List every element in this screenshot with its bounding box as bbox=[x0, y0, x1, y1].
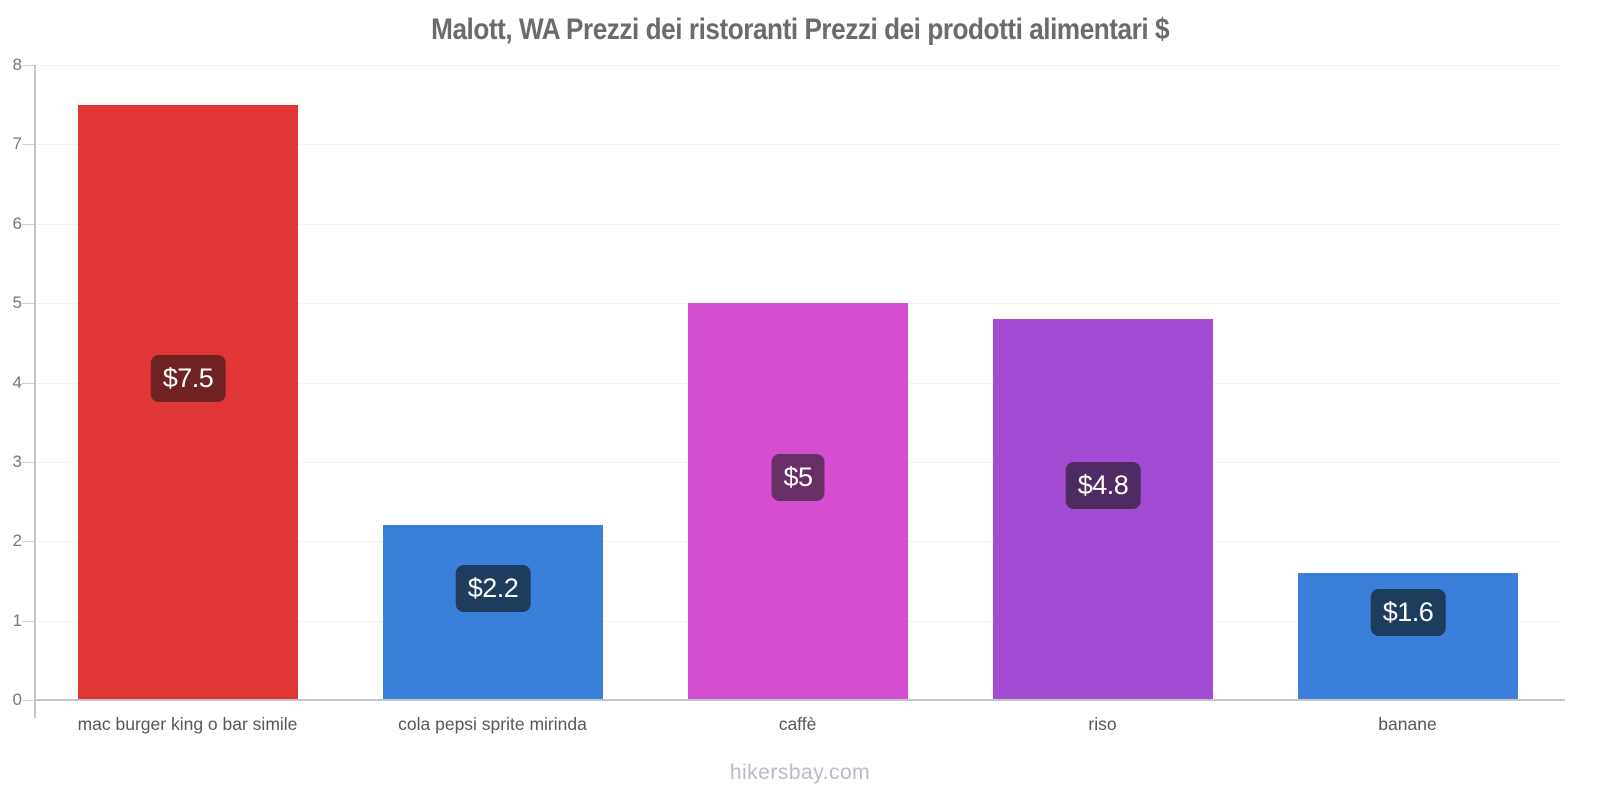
y-tick-mark bbox=[22, 621, 34, 622]
watermark-hikersbay: hikersbay.com bbox=[729, 761, 871, 784]
bar-value-label: $5 bbox=[771, 454, 825, 502]
y-tick-label: 1 bbox=[12, 610, 22, 630]
y-tick-mark bbox=[22, 144, 34, 145]
bar: $7.5 bbox=[78, 104, 298, 699]
bar: $1.6 bbox=[1298, 573, 1518, 699]
x-axis-category-label: cola pepsi sprite mirinda bbox=[398, 714, 587, 734]
gridline bbox=[36, 144, 1561, 145]
y-tick-label: 3 bbox=[12, 451, 22, 471]
y-tick-mark bbox=[22, 700, 34, 701]
y-tick-label: 5 bbox=[12, 293, 22, 313]
bar-value-label: $4.8 bbox=[1065, 462, 1141, 509]
bar: $5 bbox=[688, 303, 908, 699]
gridline bbox=[36, 65, 1561, 66]
x-axis-category-label: mac burger king o bar simile bbox=[77, 714, 298, 734]
chart-title: Malott, WA Prezzi dei ristoranti Prezzi … bbox=[0, 13, 1600, 47]
y-tick-label: 0 bbox=[12, 690, 22, 709]
y-tick-mark bbox=[22, 65, 34, 66]
x-axis-line bbox=[34, 699, 1565, 701]
y-tick-mark bbox=[22, 541, 34, 542]
y-tick-mark bbox=[22, 224, 34, 225]
y-tick-mark bbox=[22, 462, 34, 463]
bar-value-label: $2.2 bbox=[455, 565, 531, 613]
bar: $4.8 bbox=[993, 319, 1213, 699]
y-tick-label: 8 bbox=[12, 55, 22, 74]
x-axis-category-label: caffè bbox=[778, 714, 817, 734]
bar-value-label: $1.6 bbox=[1370, 589, 1446, 636]
y-tick-label: 2 bbox=[12, 531, 22, 551]
bar-value-label: $7.5 bbox=[150, 354, 226, 402]
y-tick-mark bbox=[22, 303, 34, 304]
chart-title-text: Malott, WA Prezzi dei ristoranti Prezzi … bbox=[431, 13, 1169, 46]
y-tick-label: 7 bbox=[12, 134, 22, 154]
y-axis-line bbox=[34, 65, 36, 718]
y-tick-label: 6 bbox=[12, 213, 22, 233]
y-tick-mark bbox=[22, 383, 34, 384]
x-axis-category-label: banane bbox=[1378, 714, 1437, 734]
x-axis-category-label: riso bbox=[1088, 714, 1117, 734]
bar: $2.2 bbox=[383, 525, 603, 699]
y-tick-label: 4 bbox=[12, 372, 22, 392]
gridline bbox=[36, 224, 1561, 225]
